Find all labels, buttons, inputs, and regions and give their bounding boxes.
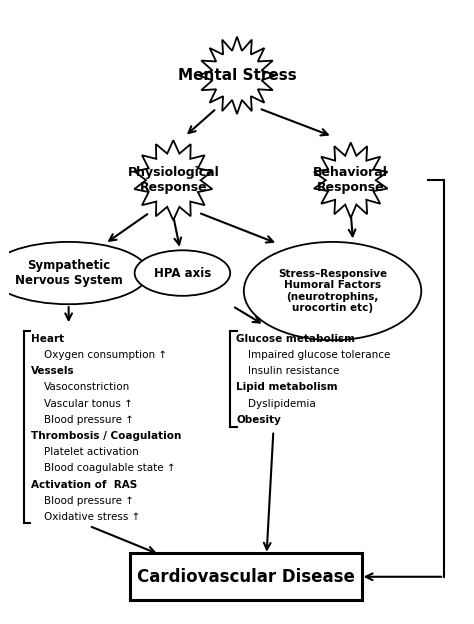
Polygon shape bbox=[198, 37, 276, 114]
Text: Cardiovascular Disease: Cardiovascular Disease bbox=[137, 568, 355, 586]
Text: Behavioral
Response: Behavioral Response bbox=[313, 166, 388, 194]
Polygon shape bbox=[134, 140, 212, 220]
Ellipse shape bbox=[244, 242, 421, 340]
Text: Vasoconstriction: Vasoconstriction bbox=[44, 383, 130, 392]
Text: Physiological
Response: Physiological Response bbox=[128, 166, 219, 194]
Ellipse shape bbox=[135, 250, 230, 296]
Text: Oxygen consumption ↑: Oxygen consumption ↑ bbox=[44, 350, 167, 360]
Ellipse shape bbox=[0, 242, 148, 305]
Text: HPA axis: HPA axis bbox=[154, 266, 211, 280]
Text: Obesity: Obesity bbox=[236, 415, 281, 425]
Text: Vessels: Vessels bbox=[31, 366, 74, 376]
Text: Thrombosis / Coagulation: Thrombosis / Coagulation bbox=[31, 431, 181, 441]
Text: Insulin resistance: Insulin resistance bbox=[248, 366, 340, 376]
Text: Lipid metabolism: Lipid metabolism bbox=[236, 383, 337, 392]
Text: Blood pressure ↑: Blood pressure ↑ bbox=[44, 415, 134, 425]
Text: Mental Stress: Mental Stress bbox=[178, 68, 296, 83]
Text: Sympathetic
Nervous System: Sympathetic Nervous System bbox=[15, 259, 122, 287]
Text: Dyslipidemia: Dyslipidemia bbox=[248, 399, 316, 409]
Text: Vascular tonus ↑: Vascular tonus ↑ bbox=[44, 399, 132, 409]
Polygon shape bbox=[314, 142, 388, 218]
Text: Platelet activation: Platelet activation bbox=[44, 447, 138, 457]
Text: Heart: Heart bbox=[31, 334, 64, 344]
Text: Stress–Responsive
Humoral Factors
(neurotrophins,
urocortin etc): Stress–Responsive Humoral Factors (neuro… bbox=[278, 269, 387, 313]
Text: Glucose metabolism: Glucose metabolism bbox=[236, 334, 355, 344]
Text: Oxidative stress ↑: Oxidative stress ↑ bbox=[44, 512, 140, 522]
Text: Blood pressure ↑: Blood pressure ↑ bbox=[44, 495, 134, 505]
Text: Activation of  RAS: Activation of RAS bbox=[31, 479, 137, 489]
FancyBboxPatch shape bbox=[130, 553, 362, 600]
Text: Blood coagulable state ↑: Blood coagulable state ↑ bbox=[44, 464, 175, 474]
Text: Impaired glucose tolerance: Impaired glucose tolerance bbox=[248, 350, 391, 360]
